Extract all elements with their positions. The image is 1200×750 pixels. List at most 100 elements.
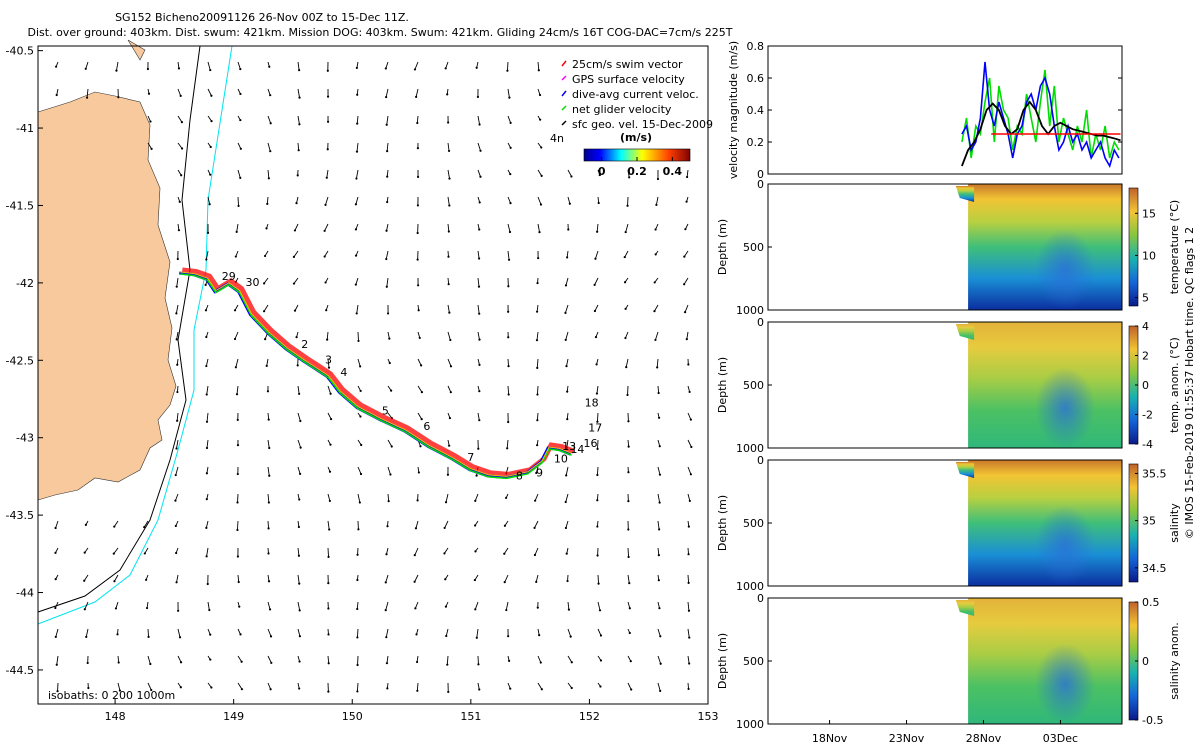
colorbar-tick-label: 0 — [1142, 655, 1149, 668]
velocity-y-tick-label: 0 — [757, 168, 764, 181]
colorbar-tick-label: 0 — [598, 165, 606, 178]
vector-head — [478, 312, 481, 315]
vector-head — [297, 149, 300, 152]
vector-head — [535, 580, 538, 583]
vector-head — [233, 337, 237, 341]
vector — [176, 412, 179, 421]
vector — [115, 601, 119, 609]
vector — [505, 601, 509, 611]
vector — [477, 250, 480, 259]
vector — [537, 682, 543, 690]
profile-shallow — [955, 324, 975, 340]
vector-head — [448, 177, 451, 180]
vector — [385, 88, 389, 98]
vector — [535, 574, 539, 582]
map-y-tick-label: -42 — [16, 277, 34, 290]
legend-sfc: sfc geo. vel. 15-Dec-2009 — [572, 118, 713, 131]
vector — [237, 574, 240, 583]
panel-colorbar — [1128, 187, 1139, 307]
vector-head — [565, 552, 568, 555]
vector — [445, 61, 449, 69]
vector — [567, 601, 570, 610]
vector-head — [355, 66, 358, 69]
vector-head — [270, 661, 273, 664]
vector — [567, 628, 572, 637]
vector-head — [356, 607, 359, 611]
vector-head — [177, 229, 181, 232]
vector — [263, 304, 269, 312]
vector-head — [357, 528, 360, 531]
vector — [263, 277, 269, 284]
vector-head — [385, 95, 388, 99]
vector — [177, 115, 183, 123]
vector — [625, 223, 629, 233]
vector-head — [567, 228, 570, 231]
colorbar-tick-label: 4 — [1142, 320, 1149, 333]
vector-head — [419, 445, 422, 448]
vector-head — [327, 607, 330, 610]
vector-head — [267, 501, 270, 504]
vector-head — [448, 416, 452, 420]
vector-head — [420, 418, 423, 421]
vector-head — [449, 338, 452, 342]
vector-head — [206, 582, 209, 586]
depth-label: Depth (m) — [716, 495, 729, 551]
vector-head — [594, 257, 597, 260]
vector — [207, 601, 210, 611]
vector-head — [448, 444, 451, 447]
vector-head — [596, 420, 599, 423]
legend-net: net glider velocity — [572, 103, 672, 116]
vector — [175, 466, 179, 476]
vector — [327, 493, 331, 502]
vector — [297, 439, 302, 448]
vector — [686, 331, 689, 340]
vector-head — [657, 579, 660, 582]
legend-dac: dive-avg current veloc. — [572, 88, 699, 101]
map-x-tick-label: 153 — [698, 710, 719, 723]
vector — [657, 466, 661, 475]
vector — [235, 358, 239, 368]
day-label: 29 — [222, 270, 236, 283]
vector-head — [623, 281, 627, 284]
vector — [476, 628, 479, 638]
vector-head — [295, 202, 298, 205]
vector — [567, 169, 572, 177]
map-x-tick-label: 150 — [342, 710, 363, 723]
vector-head — [146, 67, 150, 71]
vector-head — [536, 606, 539, 609]
vector-head — [566, 579, 569, 583]
vector-head — [328, 470, 332, 473]
vector-head — [690, 445, 693, 449]
map-x-axis: 148 149 150 151 152 153 — [105, 699, 719, 723]
vector — [205, 358, 209, 367]
vector-head — [570, 175, 573, 178]
vector-head — [292, 282, 296, 285]
vector-head — [507, 635, 510, 638]
vector — [114, 574, 119, 582]
map-y-tick-label: -40.5 — [6, 45, 34, 58]
vector-head — [564, 500, 567, 504]
colorbar-label: temp. anom. (°C) — [1168, 337, 1181, 433]
vector-head — [443, 552, 446, 555]
vector — [445, 493, 449, 503]
vector-head — [385, 123, 388, 126]
vector-head — [235, 230, 238, 234]
vector-head — [449, 365, 453, 368]
vector — [657, 493, 661, 503]
vector — [237, 682, 243, 690]
vector-head — [474, 550, 477, 553]
vector — [266, 196, 269, 204]
vector-head — [655, 203, 658, 207]
vector-head — [324, 281, 327, 284]
vector-head — [509, 121, 512, 124]
vector — [445, 628, 449, 637]
vector-head — [567, 608, 571, 611]
vector-head — [570, 686, 573, 690]
vector-head — [268, 446, 271, 450]
vector — [477, 412, 480, 421]
vector — [205, 250, 209, 260]
vector-head — [478, 123, 481, 126]
vector-head — [506, 447, 509, 450]
vector-head — [268, 474, 271, 477]
vector-head — [298, 498, 301, 501]
